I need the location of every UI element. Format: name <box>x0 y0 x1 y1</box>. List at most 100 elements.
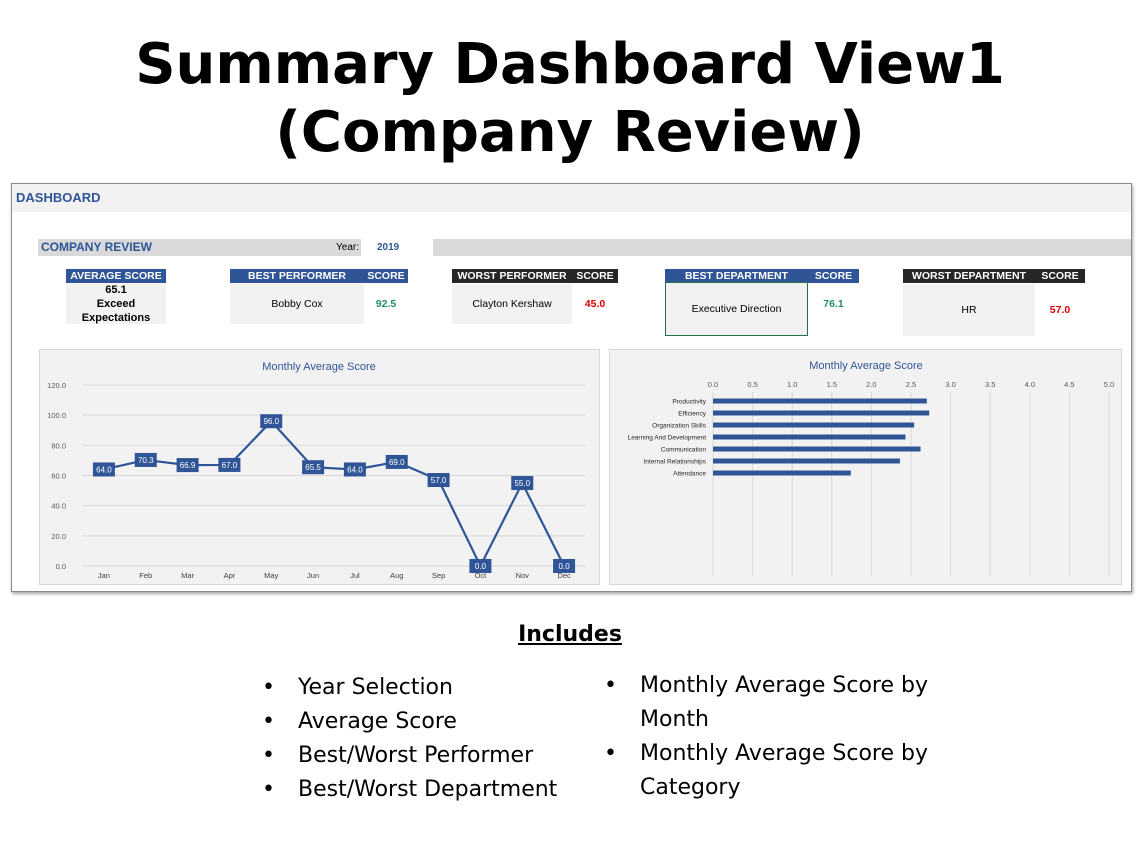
data-label: 66.9 <box>180 461 196 470</box>
category-label: Productivity <box>672 399 706 406</box>
dashboard-title: DASHBOARD <box>16 190 101 205</box>
dashboard-screenshot: DASHBOARD COMPANY REVIEW Year: 2019 AVER… <box>11 183 1132 592</box>
x-tick-label: 4.5 <box>1064 380 1074 389</box>
average-score-header: AVERAGE SCORE <box>66 269 166 283</box>
data-point-marker <box>469 559 492 573</box>
year-label: Year: <box>336 242 359 253</box>
data-point-marker <box>260 414 283 429</box>
data-label: 64.0 <box>347 465 363 474</box>
includes-item: Year Selection <box>262 671 602 705</box>
company-review-title: COMPANY REVIEW <box>41 240 152 254</box>
slide-title-line-1: Summary Dashboard View1 <box>135 32 1005 97</box>
category-label: Communication <box>661 447 707 454</box>
x-tick-label: 1.5 <box>827 380 837 389</box>
chart-title: Monthly Average Score <box>262 361 376 373</box>
worst-department-score: 57.0 <box>1035 284 1085 336</box>
x-tick-label: 0.0 <box>708 380 718 389</box>
bar <box>713 446 921 452</box>
x-tick-label: 3.0 <box>945 380 955 389</box>
data-point-marker <box>302 460 325 475</box>
y-tick-label: 80.0 <box>51 441 66 450</box>
data-label: 64.0 <box>96 465 112 474</box>
y-tick-label: 120.0 <box>47 381 66 390</box>
best-department-header: BEST DEPARTMENT <box>665 269 808 283</box>
x-tick-label: Dec <box>557 571 571 580</box>
x-tick-label: Jul <box>350 571 360 580</box>
worst-department-header: WORST DEPARTMENT <box>903 269 1035 283</box>
bar <box>713 458 900 464</box>
monthly-line-chart-panel: Monthly Average Score 0.0 20.0 40.0 60.0 80.0… <box>39 349 600 585</box>
y-tick-label: 40.0 <box>51 502 66 511</box>
category-label: Learning And Development <box>628 435 707 442</box>
x-tick-label: 2.0 <box>866 380 876 389</box>
x-tick-label: 3.5 <box>985 380 995 389</box>
x-tick-label: 4.0 <box>1025 380 1035 389</box>
data-point-marker <box>427 473 450 488</box>
best-performer-name: Bobby Cox <box>230 284 364 324</box>
best-performer-score-header: SCORE <box>364 269 408 283</box>
includes-item: Best/Worst Performer <box>262 739 602 773</box>
bar <box>713 422 915 428</box>
data-label: 69.0 <box>389 458 405 467</box>
y-tick-label: 0.0 <box>56 562 66 571</box>
data-point-marker <box>218 457 241 472</box>
data-point-marker <box>385 454 408 469</box>
bar <box>713 410 930 416</box>
y-tick-label: 100.0 <box>47 411 66 420</box>
x-tick-label: 0.5 <box>747 380 757 389</box>
data-point-marker <box>511 476 534 491</box>
bar <box>713 398 927 404</box>
best-department-score-header: SCORE <box>808 269 859 283</box>
includes-list-right: Monthly Average Score by Month Monthly A… <box>604 669 964 805</box>
monthly-line-chart: Monthly Average Score 0.0 20.0 40.0 60.0 80.0… <box>47 361 585 580</box>
data-point-marker <box>343 462 366 477</box>
best-department-name[interactable]: Executive Direction <box>665 282 808 336</box>
includes-item: Monthly Average Score by Category <box>604 737 964 805</box>
data-label: 0.0 <box>475 562 487 571</box>
x-tick-label: 2.5 <box>906 380 916 389</box>
category-label: Organization Skills <box>652 423 707 430</box>
chart-title: Monthly Average Score <box>809 360 923 372</box>
data-label: 0.0 <box>559 562 571 571</box>
worst-department-score-header: SCORE <box>1035 269 1085 283</box>
average-score-value: 65.1 <box>105 284 127 296</box>
category-label: Attendance <box>673 471 706 478</box>
worst-department-name: HR <box>903 284 1035 336</box>
data-label: 57.0 <box>431 476 447 485</box>
worst-performer-score: 45.0 <box>572 284 618 324</box>
x-tick-label: Oct <box>475 571 488 580</box>
series-line <box>103 419 566 569</box>
category-label: Internal Relationships <box>643 459 706 466</box>
includes-heading: Includes <box>518 622 622 647</box>
data-point-marker <box>92 462 115 477</box>
average-score-card: 65.1 Exceed Expectations <box>66 284 166 324</box>
worst-performer-header: WORST PERFORMER <box>452 269 572 283</box>
includes-item: Best/Worst Department <box>262 773 602 807</box>
y-tick-label: 20.0 <box>51 532 66 541</box>
x-tick-label: 5.0 <box>1104 380 1114 389</box>
x-tick-label: Nov <box>516 571 530 580</box>
x-tick-label: Sep <box>432 571 445 580</box>
x-tick-label: Apr <box>224 571 236 580</box>
worst-performer-name: Clayton Kershaw <box>452 284 572 324</box>
average-score-rating: Exceed Expectations <box>81 298 151 324</box>
data-label: 70.3 <box>138 456 154 465</box>
data-label: 67.0 <box>222 461 238 470</box>
x-tick-label: Mar <box>181 571 194 580</box>
year-select[interactable]: 2019 <box>361 239 433 256</box>
category-bar-chart: Monthly Average Score 0.0 0.5 1.0 1.5 2.0 2.5 3… <box>628 360 1114 576</box>
data-point-marker <box>176 458 199 473</box>
company-review-bar: COMPANY REVIEW Year: 2019 <box>38 239 1131 256</box>
data-label: 65.5 <box>305 463 321 472</box>
bar <box>713 470 851 476</box>
data-label: 55.0 <box>514 479 530 488</box>
best-performer-score: 92.5 <box>364 284 408 324</box>
x-tick-label: Jun <box>307 571 319 580</box>
data-label: 96.0 <box>263 417 279 426</box>
includes-list-left: Year Selection Average Score Best/Worst … <box>262 671 602 807</box>
data-point-marker <box>134 452 157 467</box>
worst-performer-score-header: SCORE <box>572 269 618 283</box>
category-bar-chart-panel: Monthly Average Score 0.0 0.5 1.0 1.5 2.0 2.5 3… <box>609 349 1122 585</box>
data-point-marker <box>553 559 576 573</box>
x-tick-label: 1.0 <box>787 380 797 389</box>
